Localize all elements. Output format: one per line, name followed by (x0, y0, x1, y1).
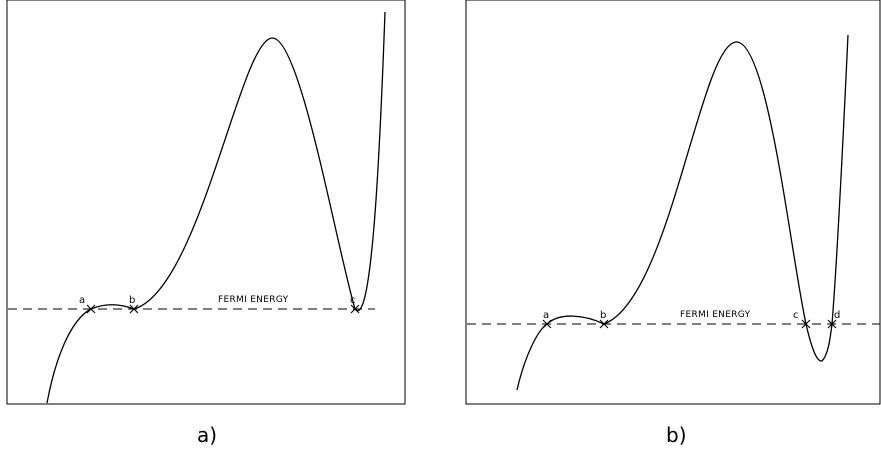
panel-b-fermi-label: FERMI ENERGY (680, 310, 751, 320)
panel-b-marker-c (801, 319, 811, 329)
panel-a-marker-a (86, 304, 96, 314)
panel-a-label-c: c (350, 295, 356, 306)
panel-b-caption: b) (666, 423, 687, 447)
panel-b-marker-a (542, 319, 552, 329)
panel-b-label-c: c (793, 310, 799, 321)
panel-b-marker-b (599, 319, 609, 329)
panel-a-label-b: b (129, 295, 135, 306)
panel-b-marker-d (827, 319, 837, 329)
panel-a-marker-b (129, 304, 139, 314)
panel-a-label-a: a (79, 295, 85, 306)
panel-a: a b c FERMI ENERGY a) (6, 0, 406, 447)
panel-b: a b c d FERMI ENERGY b) (465, 0, 881, 447)
panel-b-label-a: a (543, 310, 549, 321)
panel-b-band-curve (516, 34, 849, 391)
panel-b-label-d: d (834, 310, 840, 321)
panel-a-frame (6, 0, 406, 405)
panel-a-marker-c (350, 304, 360, 314)
panel-a-band-curve (46, 11, 386, 404)
panel-b-label-b: b (600, 310, 606, 321)
panel-a-fermi-label: FERMI ENERGY (218, 295, 289, 305)
panel-a-caption: a) (197, 423, 217, 447)
panel-b-frame (465, 0, 881, 405)
